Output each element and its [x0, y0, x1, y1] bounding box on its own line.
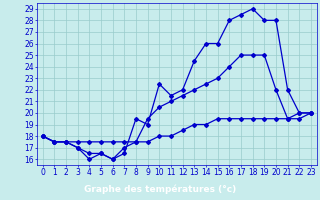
Text: Graphe des températures (°c): Graphe des températures (°c)	[84, 185, 236, 194]
